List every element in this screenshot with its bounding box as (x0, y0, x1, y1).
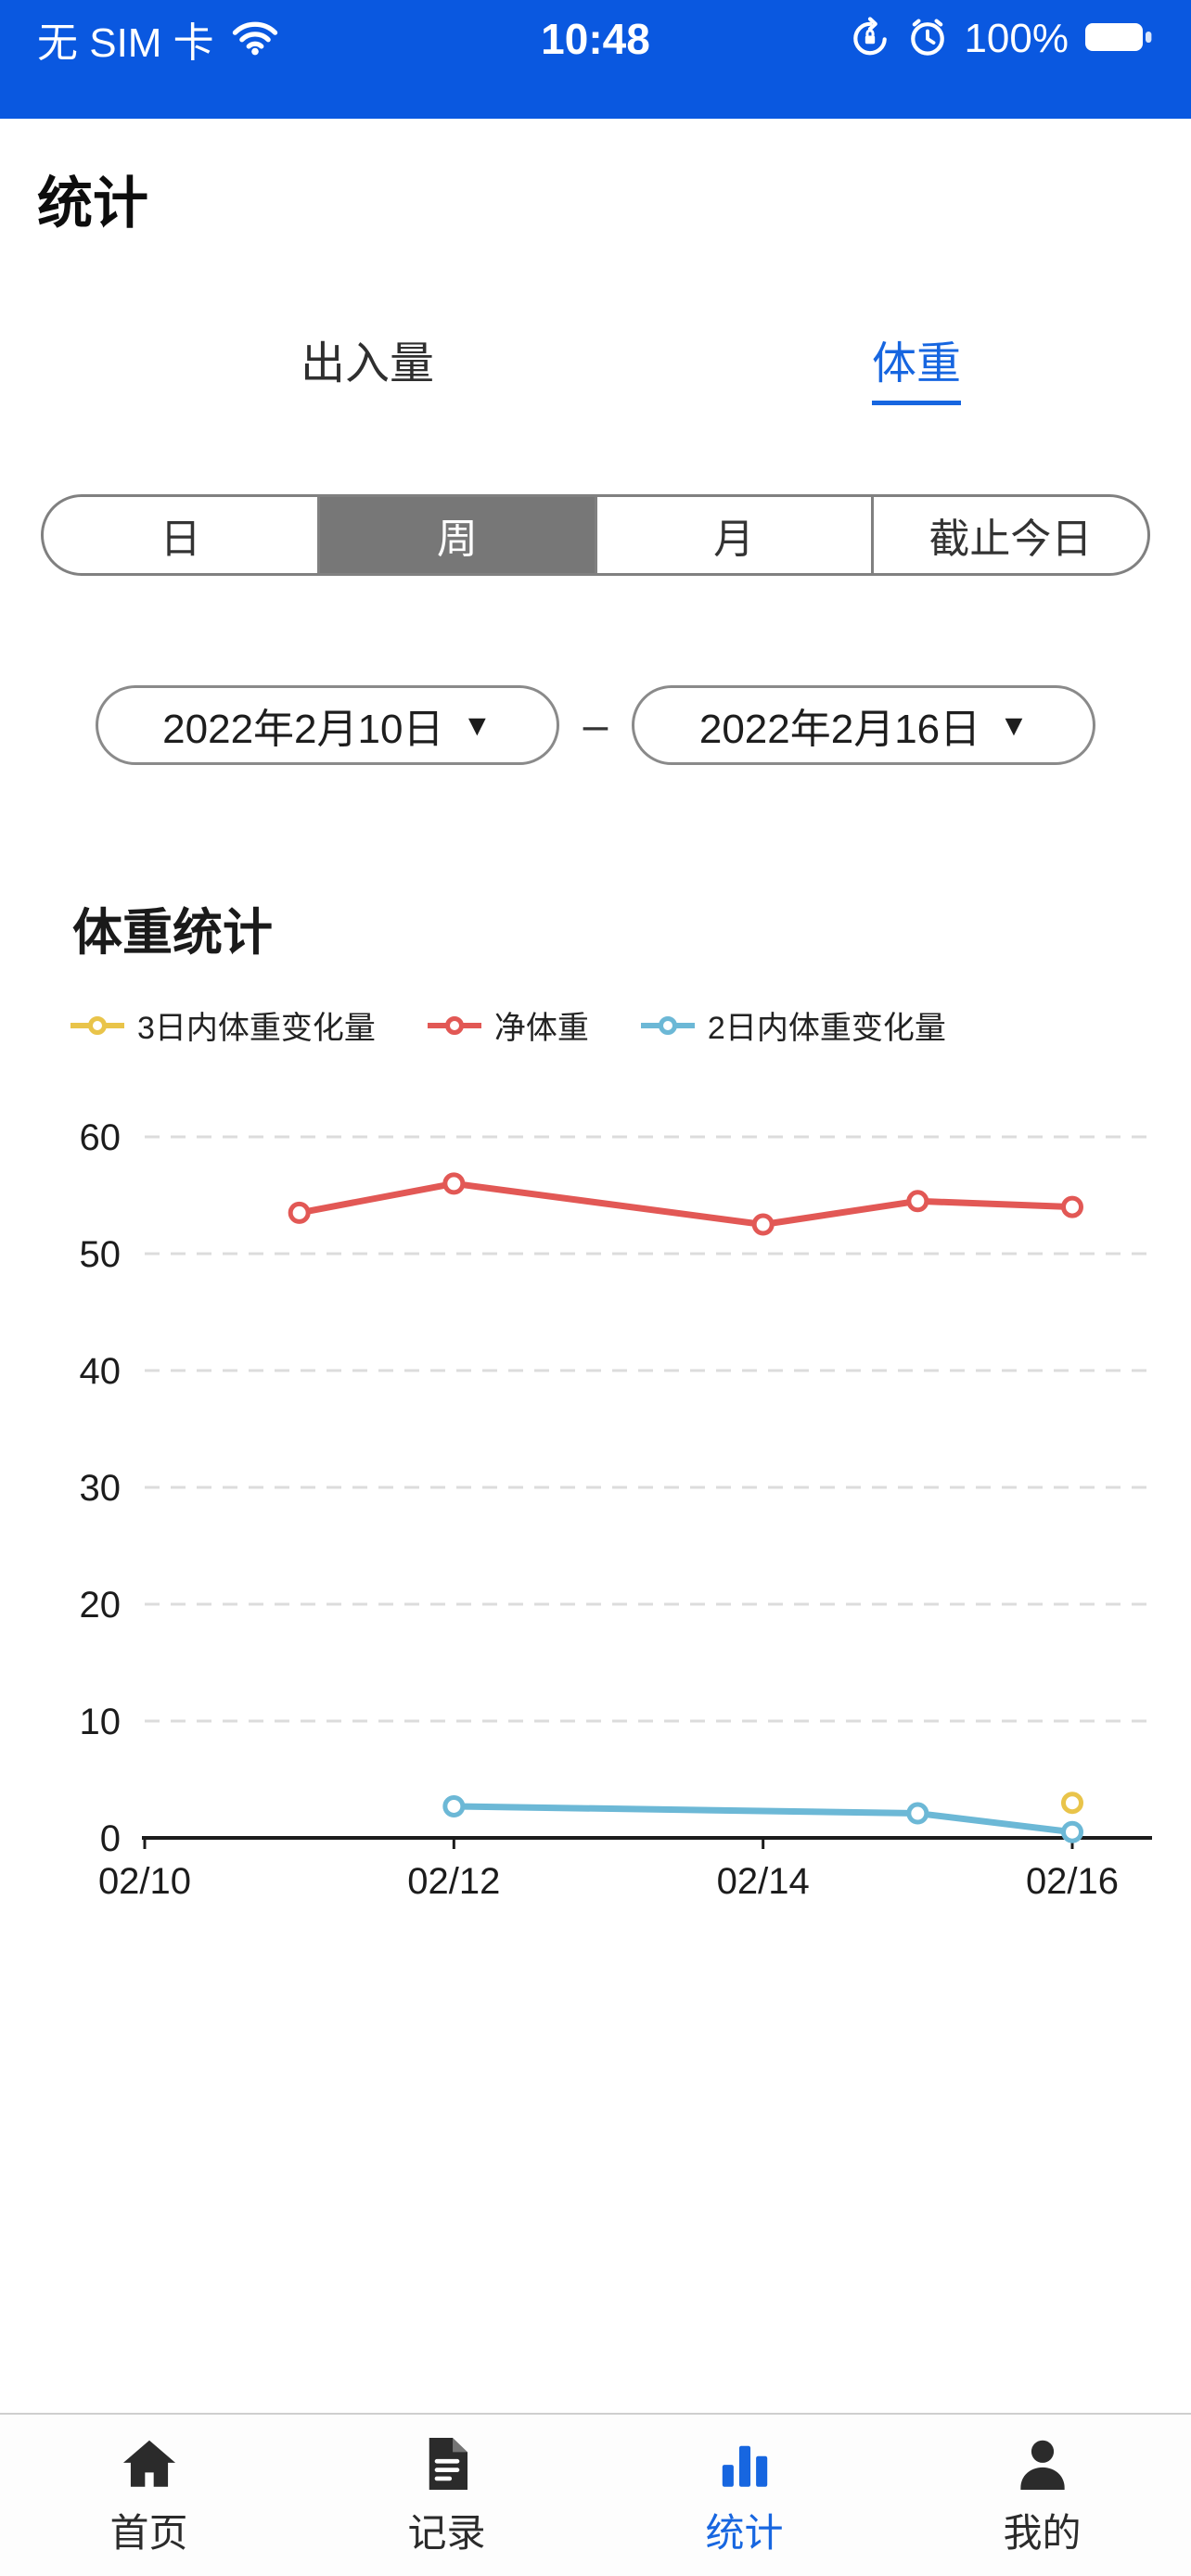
page-title: 统计 (37, 172, 148, 235)
dropdown-arrow-icon: ▼ (999, 708, 1029, 742)
status-bar-center: 10:48 (541, 13, 650, 65)
segment-week[interactable]: 周 (317, 497, 595, 573)
chart-title: 体重统计 (72, 905, 273, 961)
tabbar-item-records[interactable]: 记录 (298, 2415, 596, 2576)
date-range-separator: – (583, 700, 608, 750)
tab-weight[interactable]: 体重 (642, 326, 1191, 405)
legend-marker-icon (640, 1015, 695, 1035)
legend-label: 净体重 (493, 1011, 589, 1047)
svg-text:02/12: 02/12 (407, 1861, 500, 1902)
tabbar-label-records: 记录 (407, 2510, 486, 2555)
legend-marker-icon (427, 1015, 481, 1035)
segment-to-today[interactable]: 截止今日 (870, 497, 1147, 573)
svg-text:02/16: 02/16 (1026, 1861, 1119, 1902)
svg-text:30: 30 (80, 1468, 122, 1509)
dropdown-arrow-icon: ▼ (462, 708, 493, 742)
period-segmented-control: 日 周 月 截止今日 (41, 494, 1150, 576)
wifi-icon (231, 19, 279, 60)
tabbar-item-profile[interactable]: 我的 (893, 2415, 1191, 2576)
legend-item[interactable]: 3日内体重变化量 (69, 1002, 376, 1048)
clock-time: 10:48 (541, 15, 650, 63)
bottom-tab-bar: 首页 记录 统计 我的 (0, 2413, 1191, 2576)
end-date-label: 2022年2月16日 (698, 707, 981, 752)
chart-legend: 3日内体重变化量 净体重 2日内体重变化量 (69, 1002, 1191, 1048)
profile-icon (1012, 2433, 1073, 2494)
svg-text:50: 50 (80, 1234, 122, 1275)
legend-item[interactable]: 2日内体重变化量 (639, 1002, 946, 1048)
tab-intake-output-label: 出入量 (300, 339, 434, 389)
top-tabs: 出入量 体重 (0, 326, 1191, 405)
records-icon (416, 2433, 478, 2494)
end-date-picker[interactable]: 2022年2月16日 ▼ (632, 685, 1096, 765)
stats-icon (714, 2433, 775, 2494)
status-bar: 无 SIM 卡 10:48 (0, 0, 1191, 119)
battery-percent-label: 100% (964, 16, 1069, 61)
tabbar-label-profile: 我的 (1003, 2510, 1082, 2555)
legend-label: 2日内体重变化量 (707, 1011, 946, 1047)
rotation-lock-icon (849, 16, 891, 63)
svg-text:60: 60 (80, 1117, 122, 1158)
home-icon (119, 2433, 180, 2494)
alarm-icon (906, 16, 949, 63)
legend-marker-icon (70, 1015, 124, 1035)
svg-text:20: 20 (80, 1585, 122, 1626)
tab-weight-label: 体重 (871, 326, 961, 405)
tabbar-item-home[interactable]: 首页 (0, 2415, 298, 2576)
tabbar-label-stats: 统计 (705, 2510, 784, 2555)
tabbar-label-home: 首页 (109, 2510, 188, 2555)
carrier-label: 无 SIM 卡 (37, 20, 214, 66)
svg-text:0: 0 (100, 1818, 121, 1859)
start-date-picker[interactable]: 2022年2月10日 ▼ (95, 685, 559, 765)
segment-day[interactable]: 日 (160, 516, 201, 562)
segment-month[interactable]: 月 (594, 497, 871, 573)
battery-icon (1083, 19, 1154, 59)
svg-text:02/14: 02/14 (717, 1861, 810, 1902)
tab-intake-output[interactable]: 出入量 (93, 326, 642, 405)
weight-chart: 0 10 20 30 40 50 60 02/10 02/12 02/14 02/16 (80, 1117, 1152, 1902)
svg-text:02/10: 02/10 (98, 1861, 191, 1902)
date-range-row: 2022年2月10日 ▼ – 2022年2月16日 ▼ (0, 685, 1191, 765)
svg-text:40: 40 (80, 1351, 122, 1392)
tabbar-item-stats[interactable]: 统计 (596, 2415, 893, 2576)
svg-text:10: 10 (80, 1702, 122, 1742)
status-bar-left: 无 SIM 卡 (37, 13, 541, 66)
status-bar-right: 100% (650, 13, 1154, 65)
legend-item[interactable]: 净体重 (426, 1002, 589, 1048)
legend-label: 3日内体重变化量 (137, 1011, 376, 1047)
start-date-label: 2022年2月10日 (162, 707, 444, 752)
